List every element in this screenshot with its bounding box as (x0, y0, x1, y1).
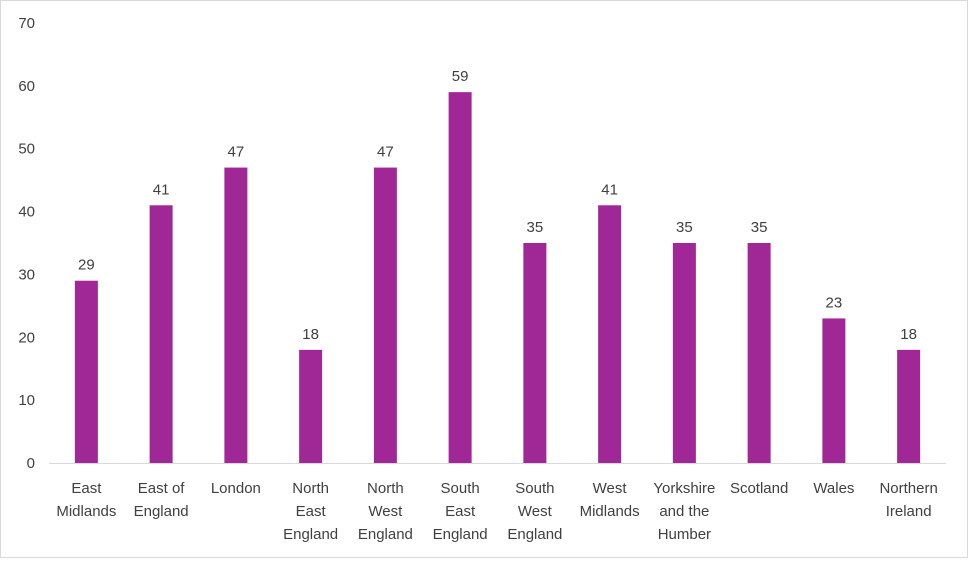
x-tick-label: East Midlands (56, 480, 116, 520)
x-tick-label: South West England (507, 480, 562, 543)
x-tick-label: Yorkshire and the Humber (653, 480, 715, 543)
data-label: 41 (153, 181, 170, 198)
x-tick-label: London (211, 480, 261, 497)
bar (224, 167, 248, 464)
data-label: 18 (302, 326, 319, 343)
y-tick-label: 70 (18, 15, 35, 32)
y-axis-ticks: 0 10 20 30 40 50 60 70 (18, 15, 35, 472)
bar (149, 205, 173, 464)
y-tick-label: 0 (27, 455, 35, 472)
x-axis-ticks: East Midlands East of England London North Eas… (56, 480, 937, 543)
x-tick-label: West Midlands (580, 480, 640, 520)
bar (598, 205, 622, 464)
x-tick-label: North East England (283, 480, 338, 543)
y-tick-label: 50 (18, 141, 35, 158)
x-tick-label: East of England (134, 480, 189, 520)
bar (448, 92, 472, 464)
bar (373, 167, 397, 464)
x-tick-label: Wales (813, 480, 854, 497)
data-label: 35 (527, 219, 544, 236)
bar (672, 243, 696, 463)
x-tick-label: South East England (433, 480, 488, 543)
bars (74, 92, 921, 464)
bar (747, 243, 771, 463)
bar (523, 243, 547, 463)
x-tick-label: Scotland (730, 480, 788, 497)
y-tick-label: 60 (18, 78, 35, 95)
x-tick-label: North West England (358, 480, 413, 543)
data-label: 47 (228, 144, 245, 161)
y-tick-label: 20 (18, 329, 35, 346)
bar (897, 349, 921, 463)
y-tick-label: 30 (18, 266, 35, 283)
data-label: 35 (676, 219, 693, 236)
data-label: 23 (826, 294, 843, 311)
bar (74, 280, 98, 463)
y-tick-label: 10 (18, 392, 35, 409)
data-label: 18 (900, 326, 917, 343)
y-tick-label: 40 (18, 204, 35, 221)
data-label: 41 (601, 181, 618, 198)
data-labels: 29 41 47 18 47 59 35 41 35 35 23 18 (78, 68, 917, 343)
bar (299, 349, 323, 463)
data-label: 35 (751, 219, 768, 236)
x-tick-label: Northern Ireland (879, 480, 937, 520)
data-label: 29 (78, 257, 95, 274)
bar (822, 318, 846, 463)
data-label: 59 (452, 68, 469, 85)
data-label: 47 (377, 144, 394, 161)
